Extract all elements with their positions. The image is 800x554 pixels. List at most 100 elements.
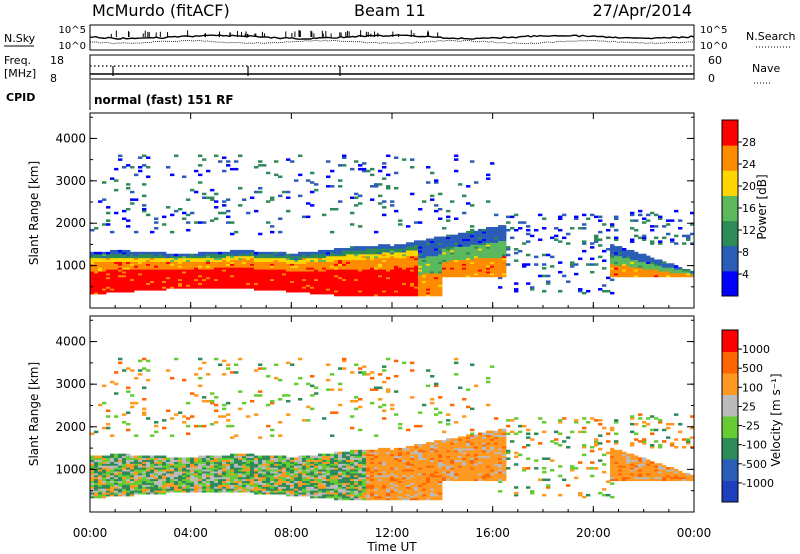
power-cell (118, 261, 123, 264)
power-cell (278, 288, 283, 291)
power-cell (326, 278, 331, 282)
velocity-cell (182, 486, 187, 489)
power-cell (322, 291, 327, 295)
power-cell (426, 278, 431, 282)
power-cell (358, 248, 363, 251)
power-cell (182, 267, 187, 270)
velocity-cell (382, 403, 387, 407)
velocity-cell (230, 490, 235, 493)
power-cell (174, 282, 179, 285)
power-cell (478, 253, 483, 257)
velocity-cell (246, 459, 251, 462)
power-cell (254, 267, 259, 270)
power-cell (214, 253, 219, 257)
power-cell (650, 265, 655, 268)
power-cell (350, 274, 355, 278)
colorbar-tick-label: 4 (742, 268, 749, 281)
power-cell (686, 238, 691, 241)
power-cell (166, 259, 171, 262)
velocity-cell (218, 468, 223, 472)
colorbar-segment (722, 145, 738, 171)
power-cell (634, 255, 639, 259)
power-cell (226, 221, 231, 224)
velocity-cell (326, 495, 331, 499)
power-cell (398, 267, 403, 270)
power-cell (206, 282, 211, 285)
power-cell (90, 272, 95, 276)
velocity-cell (210, 472, 215, 476)
power-cell (362, 261, 367, 264)
power-cell (406, 267, 411, 270)
power-cell (678, 227, 683, 230)
power-cell (250, 276, 255, 280)
velocity-cell (382, 459, 387, 462)
power-cell (302, 289, 307, 293)
power-cell (102, 263, 107, 266)
power-cell (102, 280, 107, 283)
velocity-cell (226, 467, 231, 470)
velocity-cell (278, 474, 283, 478)
power-cell (130, 190, 135, 194)
power-cell (346, 263, 351, 266)
velocity-cell (210, 490, 215, 493)
power-cell (314, 291, 319, 295)
velocity-cell (258, 463, 263, 466)
power-cell (462, 253, 467, 257)
power-cell (306, 263, 311, 266)
velocity-cell (370, 488, 375, 491)
power-cell (118, 263, 123, 266)
velocity-cell (258, 390, 263, 393)
power-cell (110, 261, 115, 264)
velocity-cell (354, 486, 359, 489)
velocity-cell (158, 472, 163, 476)
power-cell (122, 269, 127, 272)
velocity-cell (382, 474, 387, 478)
power-cell (630, 261, 635, 264)
velocity-cell (134, 455, 139, 459)
velocity-cell (342, 455, 347, 459)
power-cell (434, 249, 439, 253)
power-cell (622, 249, 627, 253)
power-cell (490, 267, 495, 270)
power-cell (198, 267, 203, 270)
power-cell (458, 251, 463, 255)
power-cell (646, 257, 651, 261)
power-cell (374, 230, 379, 234)
power-cell (618, 267, 623, 270)
power-cell (414, 293, 419, 297)
power-cell (286, 209, 291, 213)
power-cell (466, 263, 471, 266)
power-cell (646, 267, 651, 270)
velocity-cell (162, 419, 167, 422)
power-cell (302, 282, 307, 285)
power-cell (218, 286, 223, 289)
velocity-cell (266, 480, 271, 483)
velocity-cell (226, 401, 231, 405)
power-cell (106, 265, 111, 268)
velocity-cell (106, 480, 111, 483)
velocity-cell (238, 486, 243, 489)
power-cell (334, 259, 339, 262)
power-cell (474, 270, 479, 274)
power-cell (398, 280, 403, 283)
velocity-cell (322, 417, 327, 420)
power-cell (682, 242, 687, 245)
power-cell (354, 263, 359, 266)
velocity-cell (90, 488, 95, 491)
power-cell (214, 206, 219, 209)
power-cell (494, 234, 499, 238)
power-cell (470, 248, 475, 251)
power-cell (362, 167, 367, 171)
velocity-cell (298, 398, 303, 401)
power-cell (166, 265, 171, 268)
power-cell (290, 280, 295, 283)
power-cell (350, 265, 355, 268)
power-cell (486, 228, 491, 232)
power-cell (446, 248, 451, 251)
power-cell (454, 253, 459, 257)
power-cell (362, 288, 367, 291)
power-cell (474, 240, 479, 243)
velocity-cell (154, 472, 159, 476)
velocity-cell (354, 476, 359, 480)
velocity-cell (102, 467, 107, 470)
